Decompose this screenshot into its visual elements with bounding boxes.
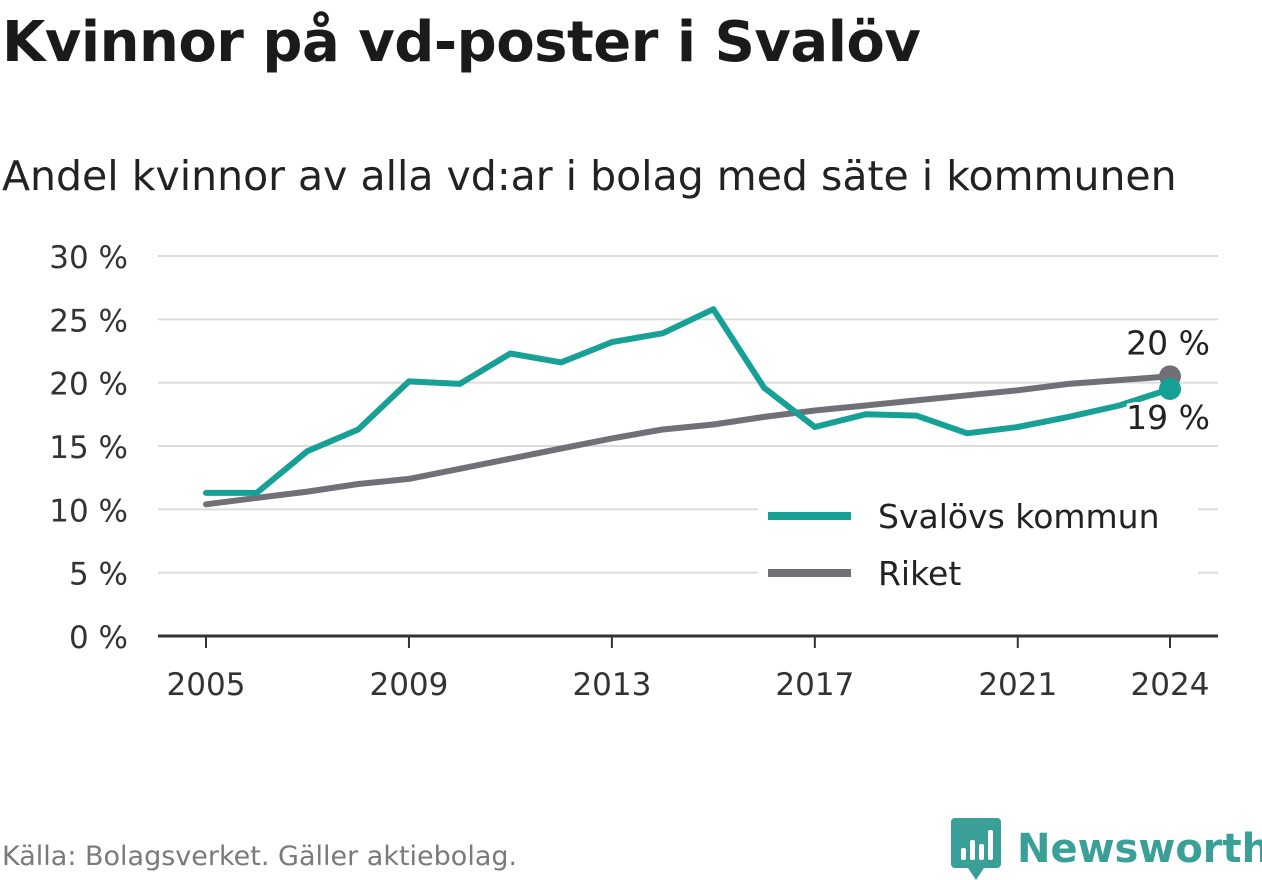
x-tick-label: 2013 bbox=[572, 667, 651, 703]
legend-background bbox=[758, 482, 1198, 606]
source-note: Källa: Bolagsverket. Gäller aktiebolag. bbox=[2, 841, 518, 872]
brand-logo: Newsworthy bbox=[951, 818, 1262, 880]
chart-subtitle: Andel kvinnor av alla vd:ar i bolag med … bbox=[2, 152, 1177, 200]
end-label-svalov: 19 % bbox=[1126, 398, 1210, 437]
end-label-riket: 20 % bbox=[1126, 323, 1210, 362]
series-line bbox=[203, 373, 1173, 508]
x-tick-label: 2024 bbox=[1131, 667, 1210, 703]
legend-label: Svalövs kommun bbox=[878, 497, 1160, 536]
x-tick-label: 2021 bbox=[978, 667, 1057, 703]
series-end-point bbox=[1159, 378, 1181, 400]
legend-label: Riket bbox=[878, 554, 961, 593]
axes: 0 % 5 % 10 % 15 % 20 % 25 % 30 % 2005 2009 2013 20… bbox=[49, 240, 1218, 703]
brand-name: Newsworthy bbox=[1017, 826, 1262, 872]
y-tick-label: 10 % bbox=[49, 493, 128, 529]
y-tick-label: 25 % bbox=[49, 303, 128, 339]
x-tick-label: 2005 bbox=[167, 667, 246, 703]
y-tick-label: 0 % bbox=[69, 620, 128, 656]
series-line bbox=[203, 306, 1173, 496]
y-tick-label: 30 % bbox=[49, 240, 128, 276]
bar-chart-logo-icon bbox=[951, 818, 1001, 880]
y-tick-label: 5 % bbox=[69, 557, 128, 593]
y-tick-label: 15 % bbox=[49, 430, 128, 466]
end-labels: 20 % 19 % bbox=[1123, 323, 1213, 440]
chart-title: Kvinnor på vd-poster i Svalöv bbox=[2, 10, 921, 75]
legend: Svalövs kommun Riket bbox=[758, 482, 1198, 606]
series-lines bbox=[203, 306, 1181, 508]
line-chart: 0 % 5 % 10 % 15 % 20 % 25 % 30 % 2005 2009 2013 20… bbox=[49, 240, 1218, 703]
y-tick-label: 20 % bbox=[49, 367, 128, 403]
x-tick-label: 2017 bbox=[775, 667, 854, 703]
x-tick-label: 2009 bbox=[369, 667, 448, 703]
grid-lines bbox=[158, 255, 1218, 574]
